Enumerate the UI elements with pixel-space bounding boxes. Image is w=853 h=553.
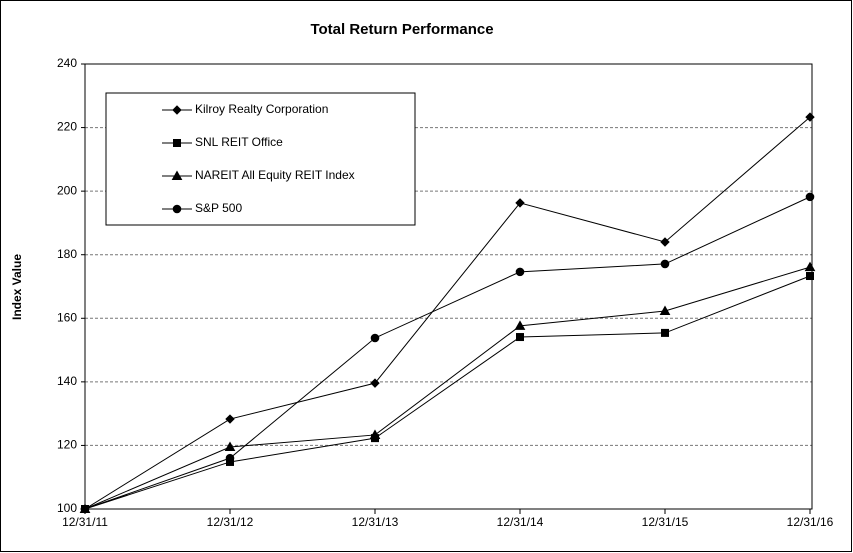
x-tick-label: 12/31/16 [787,515,834,529]
legend-label: SNL REIT Office [195,135,283,149]
marker [225,453,235,463]
marker [370,333,380,343]
marker [805,192,815,202]
chart-title: Total Return Performance [310,21,493,38]
y-axis-label: Index Value [10,254,24,320]
y-tick-label: 160 [57,310,77,324]
marker [660,237,670,247]
legend-label: S&P 500 [195,201,242,215]
y-tick-label: 240 [57,56,77,70]
plot-frame [84,63,813,510]
series-line [84,266,811,510]
y-tick-label: 100 [57,501,77,515]
x-tick-label: 12/31/15 [642,515,689,529]
marker [659,305,671,315]
legend-marker [172,204,182,214]
y-tick-label: 140 [57,374,77,388]
marker [661,328,669,337]
marker [516,333,524,342]
marker [660,259,670,269]
series-line [84,275,811,510]
marker [80,504,90,514]
y-tick-label: 220 [57,120,77,134]
y-tick-label: 120 [57,438,77,452]
x-tick-label: 12/31/14 [497,515,544,529]
legend-box [105,92,416,226]
marker [370,378,380,388]
marker [514,320,526,330]
marker [805,112,815,122]
x-tick-label: 12/31/11 [62,515,108,529]
series-line [84,196,811,510]
legend-marker [171,170,183,180]
legend-label: Kilroy Realty Corporation [195,102,328,116]
legend-marker [173,139,181,147]
x-tick-label: 12/31/12 [207,515,254,529]
marker [515,267,525,277]
legend-marker [172,105,182,115]
x-tick-label: 12/31/13 [352,515,399,529]
series-line [84,116,811,510]
marker [806,272,814,281]
legend-label: NAREIT All Equity REIT Index [195,168,355,182]
marker [804,261,816,272]
marker [225,414,235,424]
y-tick-label: 180 [57,247,77,261]
y-tick-label: 200 [57,183,77,197]
marker [369,429,381,439]
marker [515,198,525,208]
marker [224,441,236,452]
